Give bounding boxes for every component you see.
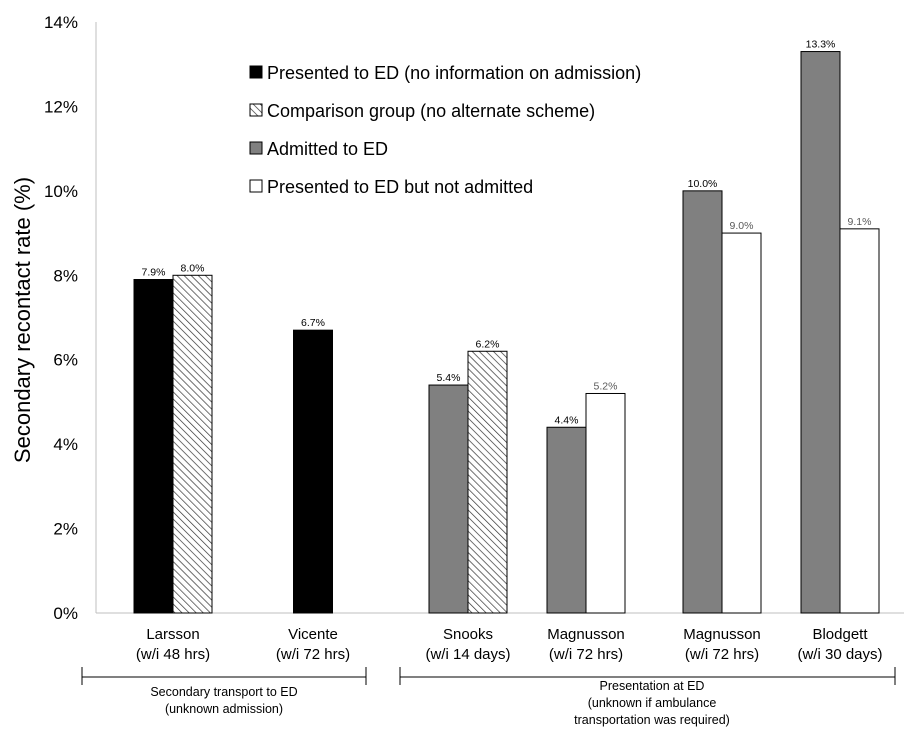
x-tick-label: (w/i 30 days) xyxy=(797,646,882,663)
x-tick-label: Magnusson xyxy=(547,626,625,643)
axes: 0% 2% 4% 6% 8% 10% 12% 14% xyxy=(44,13,904,623)
y-tick-label: 4% xyxy=(53,435,78,454)
data-label: 8.0% xyxy=(181,262,205,274)
x-tick-label: (w/i 72 hrs) xyxy=(549,646,623,663)
y-tick-label: 6% xyxy=(53,351,78,370)
bar-admitted xyxy=(682,190,723,614)
legend-label: Presented to ED but not admitted xyxy=(267,177,533,197)
y-tick-label: 14% xyxy=(44,13,78,32)
x-tick-label: Snooks xyxy=(443,626,493,643)
bar-not_admitted xyxy=(839,228,880,614)
data-label: 4.4% xyxy=(555,414,579,426)
data-label: 9.1% xyxy=(848,216,872,228)
bar-admitted xyxy=(800,51,841,614)
y-tick-label: 10% xyxy=(44,182,78,201)
bar-not_admitted xyxy=(721,232,762,614)
y-axis-title: Secondary recontact rate (%) xyxy=(10,177,35,463)
bar-presented xyxy=(133,279,174,614)
x-tick-label: (w/i 48 hrs) xyxy=(136,646,210,663)
legend-swatch-comparison xyxy=(249,103,263,117)
x-tick-label: (w/i 72 hrs) xyxy=(276,646,350,663)
legend-label: Admitted to ED xyxy=(267,139,388,159)
data-label: 13.3% xyxy=(806,39,836,51)
legend-label: Presented to ED (no information on admis… xyxy=(267,63,641,83)
x-tick-label: Blodgett xyxy=(812,626,868,643)
y-tick-label: 12% xyxy=(44,97,78,116)
legend-label: Comparison group (no alternate scheme) xyxy=(267,101,595,121)
y-tick-label: 2% xyxy=(53,520,78,539)
x-tick-label: Magnusson xyxy=(683,626,761,643)
x-tick-label: Vicente xyxy=(288,626,338,643)
legend-swatch-presented xyxy=(249,65,263,79)
bars: 7.9% 8.0% Larsson (w/i 48 hrs) 6.7% Vicente (w… xyxy=(133,39,883,663)
x-tick-label: Larsson xyxy=(146,626,199,643)
data-label: 6.2% xyxy=(476,338,500,350)
legend: Presented to ED (no information on admis… xyxy=(249,63,641,197)
y-tick-label: 0% xyxy=(53,604,78,623)
data-label: 9.0% xyxy=(730,220,754,232)
bar-admitted xyxy=(546,426,587,614)
data-label: 10.0% xyxy=(688,178,718,190)
legend-swatch-admitted xyxy=(249,141,263,155)
y-tick-label: 8% xyxy=(53,266,78,285)
group-label: Secondary transport to ED xyxy=(150,685,297,699)
bar-comparison xyxy=(172,274,213,614)
group-brackets: Secondary transport to ED (unknown admiss… xyxy=(81,667,896,727)
group-label: (unknown admission) xyxy=(165,702,283,716)
bar-admitted xyxy=(428,384,469,614)
data-label: 5.4% xyxy=(437,372,461,384)
group-label: Presentation at ED xyxy=(600,679,705,693)
bar-presented xyxy=(293,329,333,614)
data-label: 5.2% xyxy=(594,380,618,392)
x-tick-label: (w/i 14 days) xyxy=(425,646,510,663)
x-tick-label: (w/i 72 hrs) xyxy=(685,646,759,663)
group-label: (unknown if ambulance xyxy=(588,696,717,710)
group-label: transportation was required) xyxy=(574,713,730,727)
data-label: 6.7% xyxy=(301,317,325,329)
data-label: 7.9% xyxy=(142,267,166,279)
legend-swatch-not_admitted xyxy=(249,179,263,193)
bar-comparison xyxy=(467,350,508,614)
bar-not_admitted xyxy=(585,392,626,614)
